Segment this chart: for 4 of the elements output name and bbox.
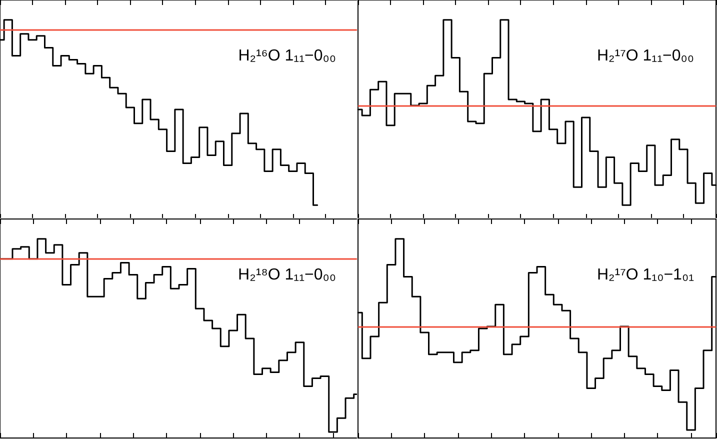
text: H₂¹⁸O 1₁₁−0₀₀ bbox=[238, 266, 336, 284]
text: H₂¹⁶O 1₁₁−0₀₀ bbox=[238, 48, 336, 64]
text: H₂¹⁷O 1₁₁−0₀₀ bbox=[597, 48, 694, 64]
text: H₂¹⁷O 1₁₀−1₀₁ bbox=[597, 266, 694, 284]
